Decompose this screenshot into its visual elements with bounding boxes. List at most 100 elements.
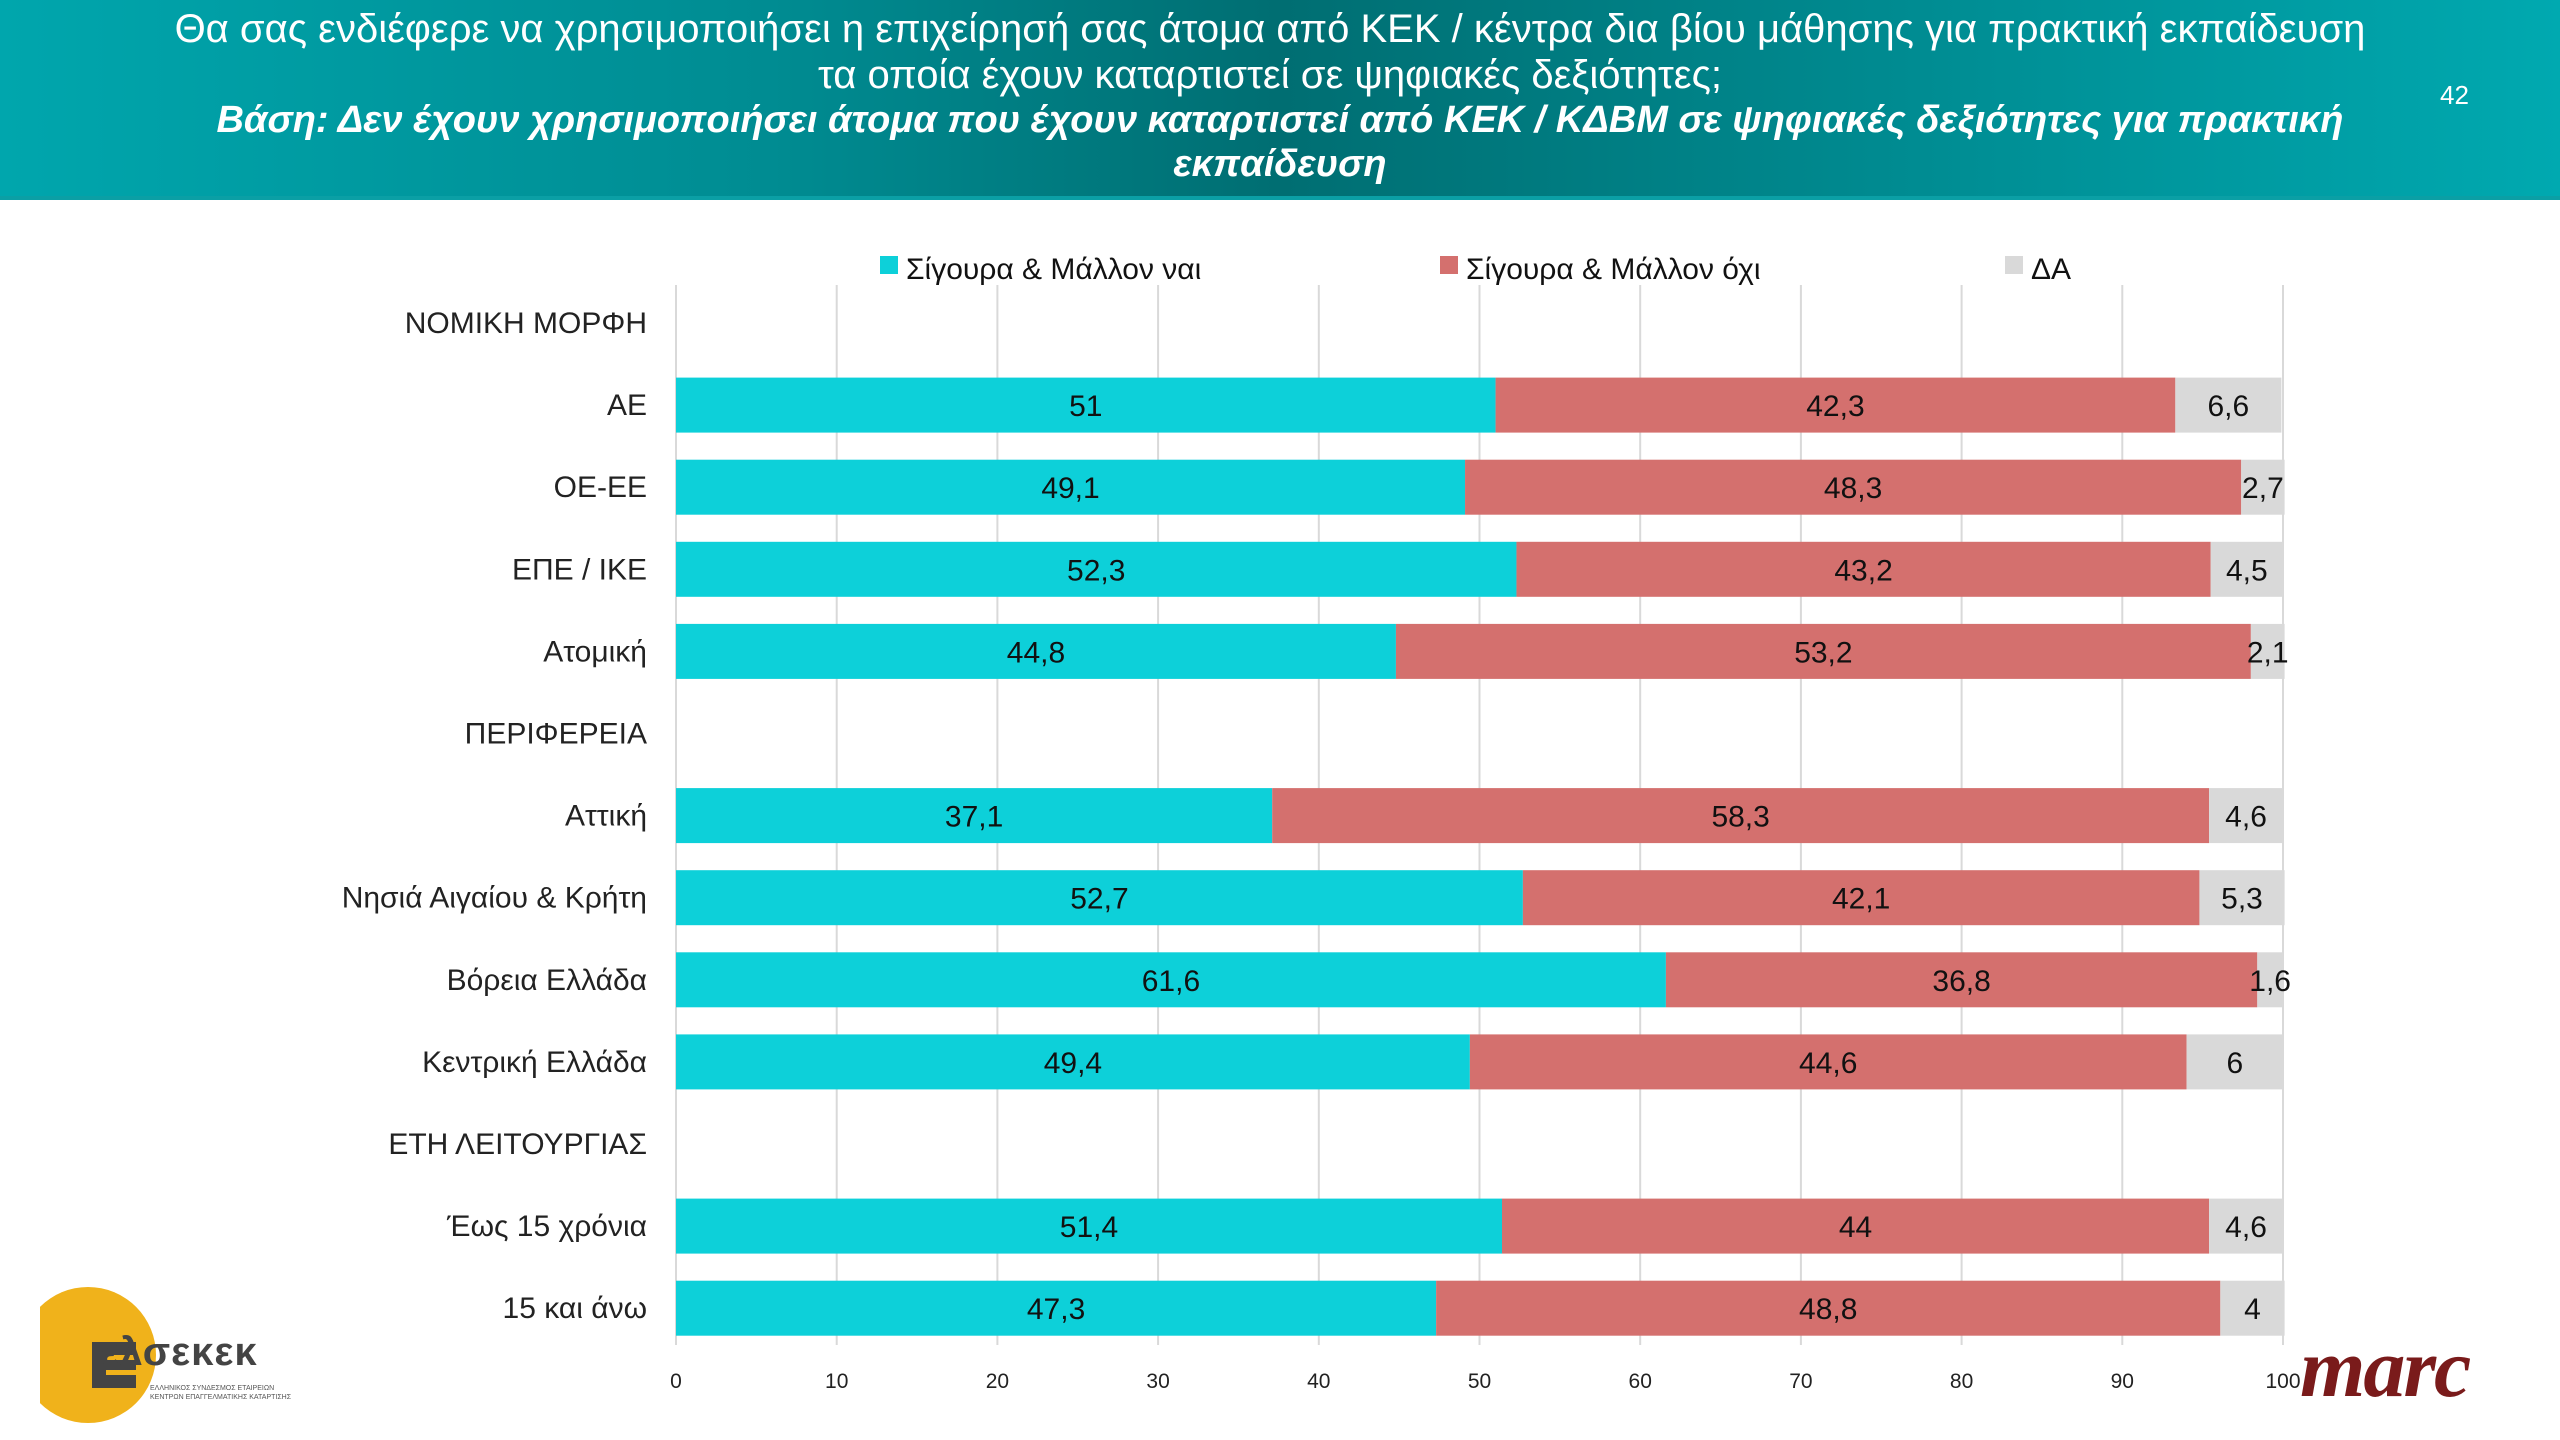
data-label: 58,3 [1711,801,1769,834]
data-label: 61,6 [1142,965,1200,998]
data-label: 4,6 [2225,1211,2267,1244]
elsekek-logo-subtext: ΕΛΛΗΝΙΚΟΣ ΣΥΝΔΕΣΜΟΣ ΕΤΑΙΡΕΙΩΝ ΚΕΝΤΡΩΝ ΕΠ… [150,1385,292,1401]
data-label: 43,2 [1834,554,1892,587]
bar-segment-no [1465,459,2242,515]
x-tick-label: 40 [1307,1370,1330,1393]
bar-segment-no [1665,952,2258,1008]
data-label: 2,1 [2247,636,2289,669]
data-label: 44 [1839,1211,1872,1244]
data-label: 36,8 [1932,965,1990,998]
bar-segment-yes [676,1198,1502,1254]
bar-segment-dk [2257,952,2283,1008]
data-label: 48,3 [1824,472,1882,505]
data-label: 44,8 [1007,636,1065,669]
data-label: 4,5 [2226,554,2268,587]
data-label: 51 [1069,390,1102,423]
bar-segment-no [1436,1280,2221,1336]
x-tick-label: 70 [1789,1370,1812,1393]
bar-segment-no [1395,623,2251,679]
bar-segment-yes [676,1034,1470,1090]
category-label: ΕΠΕ / ΙΚΕ [512,553,647,586]
bar-segment-dk [2220,1280,2285,1336]
section-header: ΝΟΜΙΚΗ ΜΟΡΦΗ [405,307,647,340]
data-label: 49,4 [1044,1047,1102,1080]
x-tick-label: 80 [1950,1370,1973,1393]
data-label: 42,1 [1832,883,1890,916]
marc-logo: marc [2300,1322,2471,1415]
bar-segment-yes [676,459,1466,515]
bar-segment-dk [2209,1198,2283,1254]
data-label: 1,6 [2249,965,2291,998]
category-label: Βόρεια Ελλάδα [447,964,647,997]
elsekek-logo-mark [40,1287,156,1423]
x-tick-label: 60 [1629,1370,1652,1393]
x-tick-label: 10 [825,1370,848,1393]
bar-segment-no [1495,377,2176,433]
elsekek-logo-text: ελσεκεκ [100,1330,258,1374]
data-label: 2,7 [2242,472,2284,505]
data-label: 37,1 [945,801,1003,834]
bar-segment-no [1272,788,2210,844]
bar-segment-yes [676,377,1496,433]
category-label: Νησιά Αιγαίου & Κρήτη [342,882,647,915]
bar-segment-dk [2209,788,2283,844]
data-label: 53,2 [1794,636,1852,669]
bar-segment-dk [2186,1034,2283,1090]
category-label: ΑΕ [607,389,647,422]
elsekek-logo [40,1285,310,1430]
legend-label: Σίγουρα & Μάλλον ναι [906,253,1201,286]
legend-label: Σίγουρα & Μάλλον όχι [1466,253,1761,286]
category-label: 15 και άνω [503,1292,647,1325]
x-tick-label: 0 [670,1370,682,1393]
data-label: 51,4 [1060,1211,1118,1244]
data-label: 6,6 [2208,390,2250,423]
data-label: 42,3 [1806,390,1864,423]
x-tick-label: 100 [2265,1370,2300,1393]
data-label: 49,1 [1041,472,1099,505]
bar-segment-dk [2250,623,2285,679]
bar-segment-no [1469,1034,2187,1090]
legend-swatch [1440,256,1458,274]
bar-segment-no [1522,870,2200,926]
data-label: 4 [2244,1293,2261,1326]
x-tick-label: 90 [2111,1370,2134,1393]
category-label: ΟΕ-ΕΕ [554,471,647,504]
section-header: ΠΕΡΙΦΕΡΕΙΑ [465,718,647,751]
bar-segment-yes [676,541,1517,597]
bar-segment-no [1516,541,2211,597]
bar-segment-yes [676,952,1666,1008]
data-label: 5,3 [2221,883,2263,916]
category-label: Έως 15 χρόνια [446,1210,647,1243]
bar-segment-dk [2210,541,2283,597]
x-tick-label: 50 [1468,1370,1491,1393]
legend-label: ΔΑ [2031,253,2071,286]
legend-swatch [2005,256,2023,274]
data-label: 6 [2226,1047,2243,1080]
data-label: 52,3 [1067,554,1125,587]
slide-subtitle: Βάση: Δεν έχουν χρησιμοποιήσει άτομα που… [216,99,2344,185]
bar-segment-no [1501,1198,2210,1254]
bar-segment-dk [2175,377,2282,433]
category-label: Κεντρική Ελλάδα [422,1046,647,1079]
x-tick-label: 30 [1146,1370,1169,1393]
category-label: Αττική [565,800,647,833]
slide-title: Θα σας ενδιέφερε να χρησιμοποιήσει η επι… [174,7,2366,97]
slide-header: Θα σας ενδιέφερε να χρησιμοποιήσει η επι… [0,0,2560,200]
category-label: Ατομική [543,635,647,668]
data-label: 48,8 [1799,1293,1857,1326]
data-label: 4,6 [2225,801,2267,834]
bar-segment-yes [676,788,1273,844]
bar-segment-yes [676,623,1396,679]
data-label: 47,3 [1027,1293,1085,1326]
section-header: ΕΤΗ ΛΕΙΤΟΥΡΓΙΑΣ [388,1128,647,1161]
x-tick-label: 20 [986,1370,1009,1393]
legend-swatch [880,256,898,274]
data-label: 44,6 [1799,1047,1857,1080]
page-number: 42 [2440,80,2469,110]
bar-segment-dk [2241,459,2285,515]
data-label: 52,7 [1070,883,1128,916]
bar-segment-yes [676,870,1523,926]
bar-segment-yes [676,1280,1437,1336]
bar-segment-dk [2199,870,2285,926]
